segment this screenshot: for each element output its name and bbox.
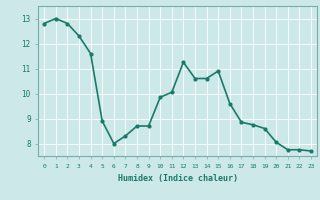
X-axis label: Humidex (Indice chaleur): Humidex (Indice chaleur) <box>118 174 238 183</box>
